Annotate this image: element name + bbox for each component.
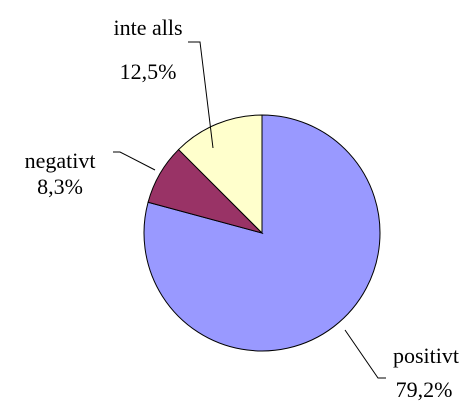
slice-label: positivt: [393, 343, 459, 368]
pie-slice: [177, 114, 263, 235]
slice-value-label: 8,3%: [37, 174, 83, 199]
leader-line: [113, 151, 156, 171]
slice-value-label: 79,2%: [396, 377, 453, 402]
slice-label: inte alls: [113, 15, 182, 40]
slice-value-label: 12,5%: [120, 59, 177, 84]
slice-label: negativt: [25, 148, 96, 173]
leader-line: [344, 329, 386, 379]
leader-line: [188, 41, 214, 149]
